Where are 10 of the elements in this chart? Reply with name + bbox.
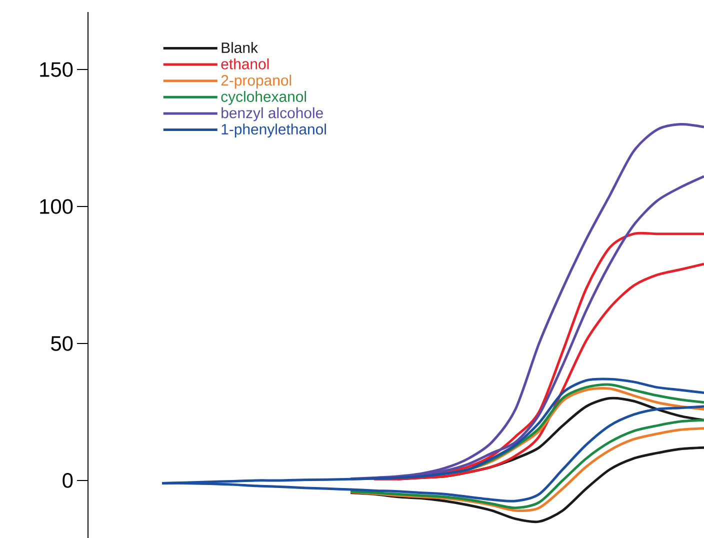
y-tick-label: 150 xyxy=(40,62,73,77)
legend-label: cyclohexanol xyxy=(221,90,306,105)
legend-label: 2-propanol xyxy=(221,74,292,89)
legend-label: ethanol xyxy=(221,58,269,70)
legend-label: benzyl alcohole xyxy=(222,107,323,122)
y-tick-label: 100 xyxy=(40,199,73,214)
y-tick-label: 50 xyxy=(51,336,73,351)
y-tick-label: 0 xyxy=(62,473,73,488)
legend-label: Blank xyxy=(222,42,258,54)
legend-label: 1-phenylethanol xyxy=(222,124,326,138)
